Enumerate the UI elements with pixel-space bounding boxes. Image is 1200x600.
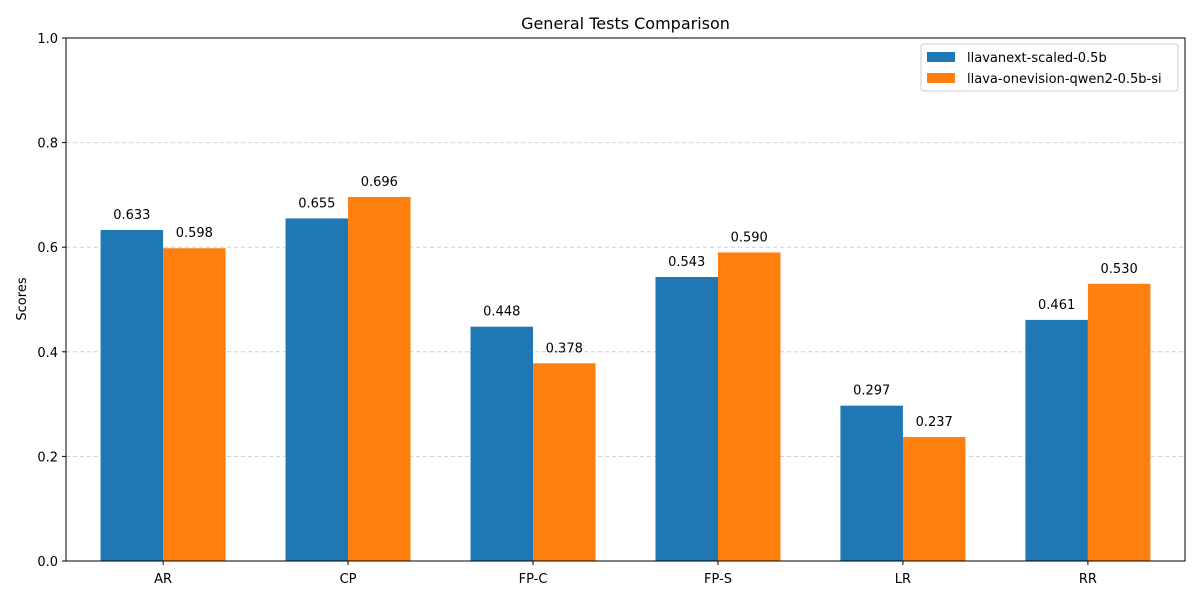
bar-value-label: 0.590 xyxy=(731,230,768,245)
x-tick-label: LR xyxy=(895,572,911,587)
x-tick-label: RR xyxy=(1079,572,1097,587)
legend-label: llavanext-scaled-0.5b xyxy=(967,51,1107,66)
bar-value-label: 0.655 xyxy=(298,196,335,211)
legend-label: llava-onevision-qwen2-0.5b-si xyxy=(967,72,1162,87)
y-tick-label: 1.0 xyxy=(37,32,58,47)
bar xyxy=(163,248,226,561)
y-tick-label: 0.2 xyxy=(37,450,58,465)
chart-title: General Tests Comparison xyxy=(521,14,730,33)
grid-lines xyxy=(66,142,1185,457)
bar xyxy=(840,405,903,561)
plot-frame xyxy=(65,37,1186,562)
bar-value-label: 0.237 xyxy=(916,415,953,430)
bar xyxy=(470,326,534,561)
y-tick-label: 0.6 xyxy=(37,241,58,256)
bar xyxy=(100,229,164,562)
bar-value-label: 0.448 xyxy=(483,305,520,320)
bar xyxy=(655,277,718,561)
bar xyxy=(1025,319,1088,561)
bar-value-label: 0.696 xyxy=(361,175,398,190)
bar-value-label: 0.297 xyxy=(853,384,890,399)
x-tick-label: FP-S xyxy=(704,572,732,587)
bar-value-label: 0.378 xyxy=(546,341,583,356)
bar-value-label: 0.530 xyxy=(1101,262,1138,277)
bar-value-label: 0.543 xyxy=(668,255,705,270)
bars xyxy=(100,196,1151,562)
legend: llavanext-scaled-0.5b llava-onevision-qwe… xyxy=(920,43,1179,92)
bar-value-labels: 0.633 0.598 0.655 0.696 0.448 0.378 0.543 0.590… xyxy=(113,175,1138,430)
y-axis-label: Scores xyxy=(15,277,30,320)
bar xyxy=(285,218,349,561)
bar-value-label: 0.461 xyxy=(1038,298,1075,313)
bar-value-label: 0.633 xyxy=(113,208,150,223)
bar xyxy=(717,252,781,561)
bar xyxy=(1087,283,1151,561)
x-tick-label: CP xyxy=(340,572,357,587)
bar xyxy=(533,363,596,561)
bar xyxy=(902,437,966,561)
y-tick-label: 0.8 xyxy=(37,137,58,152)
x-tick-label: AR xyxy=(154,572,172,587)
legend-swatch xyxy=(927,52,955,62)
legend-swatch xyxy=(927,73,955,83)
bar xyxy=(348,196,411,561)
bar-value-label: 0.598 xyxy=(176,226,213,241)
y-tick-label: 0.0 xyxy=(37,555,58,570)
legend-box xyxy=(920,43,1179,92)
x-tick-label: FP-C xyxy=(519,572,548,587)
y-tick-label: 0.4 xyxy=(37,346,58,361)
axes: 0.0 0.2 0.4 0.6 0.8 1.0 AR CP FP-C FP-S LR RR xyxy=(37,32,1186,587)
